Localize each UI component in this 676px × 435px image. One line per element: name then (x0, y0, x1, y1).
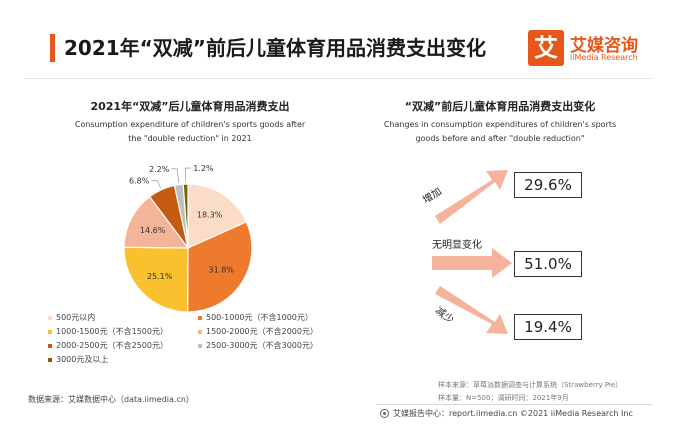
logo-name: 艾媒咨询 (570, 36, 638, 56)
legend-item-1: 500-1000元（不含1000元） (198, 312, 313, 323)
footer: 艾媒报告中心：report.iimedia.cn ©2021 iiMedia R… (380, 408, 633, 419)
legend-item-3: 1500-2000元（不含2000元） (198, 326, 318, 337)
pie-slice-3 (123, 195, 190, 249)
legend-item-4: 2000-2500元（不含2500元） (48, 340, 168, 351)
sample-info: 样本来源：草莓派数据调查与计算系统（Strawberry Pie） 样本量：N=… (438, 379, 622, 405)
pie-leader-line-4 (151, 180, 161, 189)
no-change-arrow-icon (432, 248, 512, 278)
sample-size: 样本量：N=500；调研时间：2021年9月 (438, 394, 569, 402)
legend-swatch-4 (48, 343, 52, 348)
pie-subtitle-line-2: the "double reduction" in 2021 (128, 134, 252, 143)
decrease-arrow-icon (435, 286, 508, 334)
pie-value-label-5: 2.2% (149, 165, 170, 174)
pie-leader-line-6 (184, 167, 192, 183)
change-chart-subtitle: Changes in consumption expenditures of c… (355, 118, 645, 146)
pie-value-label-2: 25.1% (147, 272, 173, 281)
footer-divider (376, 404, 652, 405)
no-change-label: 无明显变化 (432, 238, 482, 251)
pie-slice-0 (187, 183, 248, 249)
legend-swatch-1 (198, 315, 202, 320)
legend-label-0: 500元以内 (56, 313, 96, 322)
pie-value-label-1: 31.8% (209, 266, 235, 275)
pie-subtitle-line-1: Consumption expenditure of children's sp… (74, 120, 306, 129)
legend-label-2: 1000-1500元（不含1500元） (56, 327, 168, 336)
legend-item-6: 3000元及以上 (48, 354, 108, 365)
iimedia-logo-icon: 艾 (528, 30, 564, 66)
legend-swatch-5 (198, 343, 202, 348)
increase-value: 29.6% (514, 172, 582, 198)
footer-text: 艾媒报告中心：report.iimedia.cn ©2021 iiMedia R… (393, 409, 633, 418)
title-accent-bar (50, 34, 55, 62)
change-chart-title: “双减”前后儿童体育用品消费支出变化 (404, 100, 596, 113)
change-subtitle-line-2: goods before and after "double reduction… (415, 134, 585, 143)
header-divider (24, 78, 652, 79)
pie-leader-line-5 (171, 168, 179, 183)
pie-chart-title: 2021年“双减”后儿童体育用品消费支出 (90, 100, 290, 113)
legend-item-0: 500元以内 (48, 312, 95, 323)
page-title: 2021年“双减”前后儿童体育用品消费支出变化 (64, 36, 486, 60)
increase-label: 增加 (420, 185, 444, 207)
pie-value-label-6: 1.2% (193, 164, 214, 173)
logo-subtitle: iiMedia Research (570, 53, 638, 62)
legend-label-1: 500-1000元（不含1000元） (206, 313, 313, 322)
pie-value-label-3: 14.6% (140, 226, 166, 235)
legend-label-6: 3000元及以上 (56, 355, 109, 364)
decrease-value: 19.4% (514, 314, 582, 340)
pie-chart-subtitle: Consumption expenditure of children's sp… (40, 118, 340, 146)
pie-value-label-4: 6.8% (129, 177, 150, 186)
pie-slice-1 (186, 221, 253, 313)
change-subtitle-line-1: Changes in consumption expenditures of c… (383, 120, 617, 129)
legend-label-3: 1500-2000元（不含2000元） (206, 327, 318, 336)
legend-swatch-2 (48, 329, 52, 334)
legend-item-2: 1000-1500元（不含1500元） (48, 326, 168, 337)
sample-source: 样本来源：草莓派数据调查与计算系统（Strawberry Pie） (438, 381, 623, 389)
legend-label-5: 2500-3000元（不含3000元） (206, 341, 318, 350)
legend-swatch-0 (48, 315, 52, 320)
decrease-label: 减少 (433, 304, 456, 326)
no-change-value: 51.0% (514, 251, 582, 277)
data-source: 数据来源：艾媒数据中心（data.iimedia.cn） (28, 395, 194, 404)
pie-slice-2 (123, 246, 189, 313)
pie-slice-6 (182, 183, 189, 249)
pie-value-label-0: 18.3% (197, 211, 223, 220)
increase-arrow-icon (435, 170, 508, 224)
legend-swatch-6 (48, 357, 52, 362)
report-center-icon (380, 409, 389, 418)
legend-label-4: 2000-2500元（不含2500元） (56, 341, 168, 350)
legend-item-5: 2500-3000元（不含3000元） (198, 340, 318, 351)
legend-swatch-3 (198, 329, 202, 334)
